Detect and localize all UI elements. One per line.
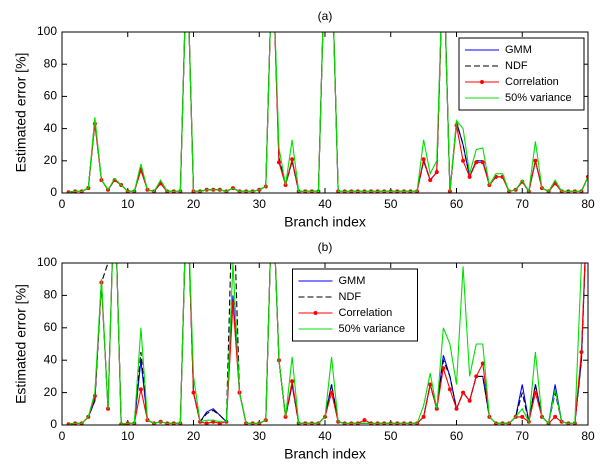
y-axis-label: Estimated error [%] <box>13 53 29 173</box>
series-marker <box>362 418 367 423</box>
x-tick-label: 0 <box>59 197 66 211</box>
series-marker <box>533 158 538 163</box>
series-marker <box>579 350 584 355</box>
legend-label: GMM <box>505 44 532 56</box>
y-tick-label: 20 <box>44 153 58 167</box>
y-tick-label: 100 <box>37 24 57 38</box>
series-marker <box>428 178 433 183</box>
legend-label: Correlation <box>505 76 559 88</box>
x-axis-label: Branch index <box>284 446 366 462</box>
series-marker <box>454 406 459 411</box>
series-marker <box>474 374 479 379</box>
series-marker <box>461 158 466 163</box>
y-tick-label: 60 <box>44 320 58 334</box>
chart-title: (b) <box>318 240 333 254</box>
series-marker <box>480 160 485 165</box>
legend-marker <box>480 80 484 84</box>
x-axis-label: Branch index <box>284 214 366 230</box>
x-tick-label: 30 <box>253 429 267 443</box>
x-tick-label: 30 <box>253 197 267 211</box>
y-tick-label: 60 <box>44 89 58 103</box>
y-tick-label: 40 <box>44 121 58 135</box>
series-marker <box>447 387 452 392</box>
x-tick-label: 70 <box>516 197 530 211</box>
series-line <box>68 263 582 425</box>
plot-lines <box>66 263 586 425</box>
y-tick-label: 20 <box>44 385 58 399</box>
x-tick-label: 50 <box>384 429 398 443</box>
series-marker <box>421 157 426 162</box>
legend-label: 50% variance <box>505 92 572 104</box>
x-tick-label: 70 <box>516 429 530 443</box>
y-tick-label: 100 <box>37 255 57 269</box>
series-marker <box>520 414 525 419</box>
x-tick-label: 20 <box>187 197 201 211</box>
x-tick-label: 20 <box>187 429 201 443</box>
x-tick-label: 80 <box>581 197 595 211</box>
y-axis-label: Estimated error [%] <box>13 284 29 404</box>
y-tick-label: 80 <box>44 288 58 302</box>
series-marker <box>480 361 485 366</box>
legend-label: GMM <box>339 275 366 287</box>
series-marker <box>467 174 472 179</box>
series-marker <box>533 390 538 395</box>
series-marker <box>138 387 143 392</box>
x-tick-label: 10 <box>121 429 135 443</box>
y-tick-label: 40 <box>44 352 58 366</box>
series-marker <box>290 379 295 384</box>
series-marker <box>276 160 281 165</box>
series-line <box>68 32 588 193</box>
plot-lines <box>66 32 588 193</box>
series-marker <box>204 421 209 425</box>
axes-box <box>61 262 589 426</box>
series-marker <box>421 414 426 419</box>
x-tick-label: 10 <box>121 197 135 211</box>
series-marker <box>230 301 235 306</box>
x-tick-label: 50 <box>384 197 398 211</box>
y-tick-label: 80 <box>44 56 58 70</box>
series-marker <box>434 170 439 175</box>
series-marker <box>191 390 196 395</box>
x-tick-label: 60 <box>450 429 464 443</box>
series-marker <box>441 366 446 371</box>
x-tick-label: 40 <box>318 197 332 211</box>
legend-label: NDF <box>339 291 362 303</box>
legend-label: NDF <box>505 60 528 72</box>
series-line <box>68 263 586 425</box>
x-tick-label: 80 <box>581 429 595 443</box>
series-marker <box>428 382 433 387</box>
series-marker <box>553 414 558 419</box>
legend-label: Correlation <box>339 307 393 319</box>
x-tick-label: 40 <box>318 429 332 443</box>
series-marker <box>290 157 295 162</box>
series-marker <box>329 390 334 395</box>
chart-title: (a) <box>318 9 333 23</box>
legend-marker <box>313 311 318 315</box>
axes-box <box>61 31 589 194</box>
legend-label: 50% variance <box>339 323 406 335</box>
series-marker <box>461 390 466 395</box>
y-tick-label: 0 <box>50 417 57 431</box>
y-tick-label: 0 <box>50 185 57 199</box>
x-tick-label: 0 <box>59 429 66 443</box>
series-marker <box>467 398 472 403</box>
x-tick-label: 60 <box>450 197 464 211</box>
series-marker <box>474 160 479 165</box>
